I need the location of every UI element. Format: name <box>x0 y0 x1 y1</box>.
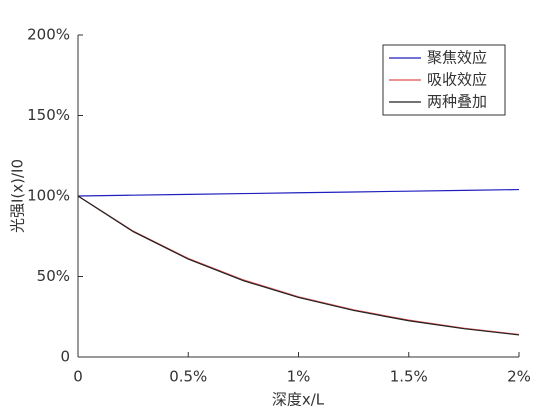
legend-label: 两种叠加 <box>427 93 487 111</box>
y-tick-label: 100% <box>27 187 70 205</box>
y-tick-label: 200% <box>27 26 70 44</box>
legend-box <box>382 44 506 116</box>
x-tick-label: 0.5% <box>169 368 207 386</box>
y-tick-label: 150% <box>27 106 70 124</box>
legend-label: 吸收效应 <box>427 71 487 89</box>
x-axis-label: 深度x/L <box>272 391 325 409</box>
legend-label: 聚焦效应 <box>427 49 487 67</box>
x-tick-label: 0 <box>73 368 83 386</box>
y-tick-label: 0 <box>60 348 70 366</box>
x-tick-label: 1.5% <box>390 368 428 386</box>
line-series <box>77 195 520 336</box>
y-axis-label: 光强I(x)/I0 <box>9 159 27 233</box>
y-tick-label: 50% <box>37 267 70 285</box>
x-tick-label: 2% <box>507 368 531 386</box>
line-series <box>77 188 520 197</box>
x-tick-label: 1% <box>287 368 311 386</box>
